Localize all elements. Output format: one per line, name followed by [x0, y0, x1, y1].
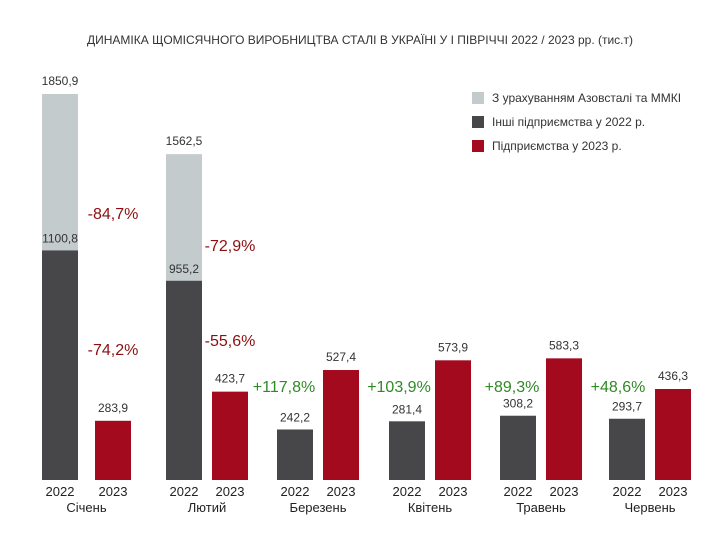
- change-vs-other-2: +117,8%: [253, 379, 315, 396]
- bar-other-2022-5: [609, 418, 645, 480]
- value-label-2023-0: 283,9: [98, 401, 128, 415]
- legend-label-1: Інші підприємства у 2022 р.: [492, 115, 645, 129]
- legend-swatch-2: [472, 140, 484, 152]
- bar-2023-1: [212, 391, 248, 480]
- legend-swatch-0: [472, 92, 484, 104]
- value-label-total-0: 1850,9: [42, 74, 79, 88]
- month-label-0: Січень: [66, 500, 106, 515]
- bar-2023-3: [435, 360, 471, 480]
- bar-other-2022-3: [389, 421, 425, 480]
- tick-2023-0: 2023: [99, 484, 128, 499]
- bar-2023-0: [95, 420, 131, 480]
- change-vs-other-1: -55,6%: [205, 333, 256, 350]
- value-label-2023-3: 573,9: [438, 340, 468, 354]
- value-label-other-4: 308,2: [503, 397, 533, 411]
- month-label-1: Лютий: [188, 500, 226, 515]
- bar-other-2022-2: [277, 429, 313, 480]
- bar-2023-4: [546, 358, 582, 480]
- bar-2023-5: [655, 389, 691, 480]
- value-label-2023-4: 583,3: [549, 338, 579, 352]
- tick-2022-3: 2022: [393, 484, 422, 499]
- change-vs-other-4: +89,3%: [485, 379, 540, 396]
- legend-label-2: Підприємства у 2023 р.: [492, 139, 622, 153]
- month-label-5: Червень: [624, 500, 675, 515]
- tick-2022-2: 2022: [281, 484, 310, 499]
- change-vs-total-0: -84,7%: [88, 206, 139, 223]
- value-label-other-0: 1100,8: [42, 231, 78, 245]
- tick-2022-0: 2022: [46, 484, 75, 499]
- bar-other-2022-0: [42, 250, 78, 480]
- change-vs-other-3: +103,9%: [367, 379, 431, 396]
- month-label-3: Квітень: [408, 500, 453, 515]
- bar-other-2022-1: [166, 280, 202, 480]
- month-label-4: Травень: [516, 500, 566, 515]
- chart-title: ДИНАМІКА ЩОМІСЯЧНОГО ВИРОБНИЦТВА СТАЛІ В…: [87, 33, 633, 47]
- value-label-other-2: 242,2: [280, 410, 310, 424]
- tick-2022-4: 2022: [504, 484, 533, 499]
- tick-2023-5: 2023: [659, 484, 688, 499]
- legend-label-0: З урахуванням Азовсталі та ММКІ: [492, 91, 681, 105]
- tick-2022-1: 2022: [170, 484, 199, 499]
- value-label-2023-5: 436,3: [658, 369, 688, 383]
- value-label-2023-1: 423,7: [215, 372, 245, 386]
- value-label-2023-2: 527,4: [326, 350, 356, 364]
- bar-2023-2: [323, 370, 359, 480]
- change-vs-total-1: -72,9%: [205, 238, 256, 255]
- bar-other-2022-4: [500, 415, 536, 480]
- value-label-other-1: 955,2: [169, 262, 199, 276]
- month-label-2: Березень: [290, 500, 347, 515]
- legend-swatch-1: [472, 116, 484, 128]
- tick-2023-4: 2023: [550, 484, 579, 499]
- change-vs-other-5: +48,6%: [591, 379, 646, 396]
- legend: З урахуванням Азовсталі та ММКІ Інші підп…: [472, 91, 681, 153]
- tick-2023-2: 2023: [327, 484, 356, 499]
- value-label-other-3: 281,4: [392, 402, 422, 416]
- value-label-other-5: 293,7: [612, 400, 642, 414]
- value-label-total-1: 1562,5: [166, 134, 203, 148]
- tick-2023-1: 2023: [216, 484, 245, 499]
- tick-2022-5: 2022: [613, 484, 642, 499]
- tick-2023-3: 2023: [439, 484, 468, 499]
- change-vs-other-0: -74,2%: [88, 342, 139, 359]
